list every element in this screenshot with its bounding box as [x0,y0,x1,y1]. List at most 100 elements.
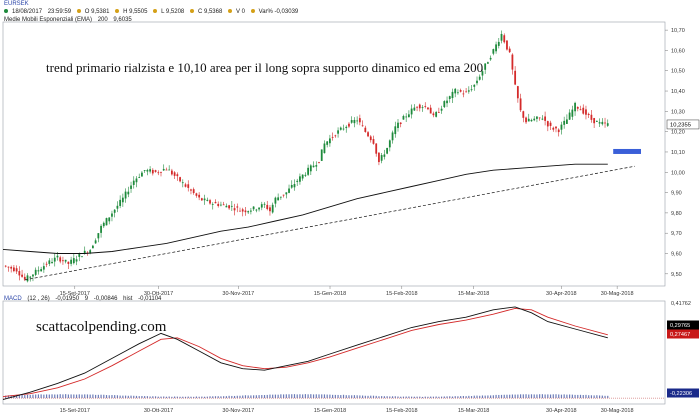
histogram-bar [261,395,263,399]
candle-body [78,253,81,257]
candle-body [56,255,59,258]
candle-body [233,208,236,211]
candle-body [277,197,280,201]
candle-body [26,275,29,282]
histogram-bar [484,395,486,399]
macd-layer: 0,41762 0,29765 0,27467 -0,22306 15-Set-2017… [2,300,699,414]
candle-body [552,127,555,130]
histogram-bar [89,394,91,399]
candle-body [565,119,568,124]
candle-body [12,267,15,272]
candle-body [402,116,405,120]
histogram-bar [391,396,394,399]
histogram-bar [67,394,69,399]
macd-signal-value-label: 0,27467 [670,332,690,338]
macd-max-label: 0,41762 [671,301,691,307]
histogram-bar [498,394,500,399]
candle-body [587,113,590,116]
histogram-bar [492,395,494,399]
histogram-bar [332,394,334,399]
candle-body [72,258,75,264]
price-grid [2,21,666,287]
histogram-bar [141,395,143,399]
histogram-bar [536,394,538,399]
candle-body [192,189,195,194]
histogram-bar [329,394,331,399]
candle-body [358,118,361,123]
candle-body [258,207,260,210]
y-tick-label: 9,90 [671,191,682,197]
histogram-bar [408,396,410,399]
histogram-bar [105,395,108,399]
candle-body [266,204,269,210]
histogram-bar [596,395,598,399]
histogram-bar [574,394,576,399]
candle-body [53,257,56,262]
candle-body [64,259,67,262]
candle-body [399,122,402,125]
histogram-bar [193,396,195,399]
histogram-bar [124,395,127,399]
histogram-bar [231,395,233,399]
candle-body [211,203,214,205]
histogram-bar [174,396,176,399]
histogram-bar [165,396,168,399]
histogram-bar [48,394,50,399]
histogram-bar [419,396,421,399]
histogram-bar [144,396,146,399]
support-zone-bar [613,148,641,154]
macd-hist-value-badge [667,388,699,398]
candle-body [48,260,51,264]
histogram-bar [114,395,116,399]
candle-body [116,205,119,209]
candle-body [162,168,165,171]
candle-body [220,204,222,206]
candle-body [522,111,525,118]
histogram-bar [253,395,255,399]
histogram-bar [24,395,26,399]
candle-body [527,118,530,122]
candle-body [271,204,274,213]
candle-body [375,143,378,154]
candle-body [530,119,533,122]
y-tick-label: 9,70 [671,231,682,237]
candle-body [536,116,538,119]
candle-body [198,194,201,198]
candle-body [51,261,53,264]
candle-body [511,54,514,70]
price-axis: 10,70 10,60 10,50 10,40 10,30 10,20 10,10 10,00… [60,28,700,297]
histogram-bar [451,396,454,399]
histogram-bar [563,394,565,399]
histogram-bar [182,396,184,399]
histogram-bar [607,395,609,399]
candle-body [506,40,508,50]
candle-body [10,266,13,269]
histogram-bar [73,394,75,399]
candle-body [108,217,111,222]
candle-body [337,130,339,134]
histogram-bar [70,394,72,399]
histogram-bar [457,396,459,399]
candle-body [244,210,247,213]
candle-body [574,102,576,112]
histogram-bar [244,395,247,399]
histogram-bar [274,394,277,399]
histogram-bar [416,396,418,399]
histogram-bar [462,395,464,399]
candle-body [489,57,492,60]
candle-body [113,209,116,213]
candle-body [304,174,307,176]
x-tick-label: 15-Feb-2018 [386,291,418,297]
x-tick-label: 15-Set-2017 [60,291,90,297]
histogram-bar [361,395,364,399]
histogram-bar [225,396,227,399]
macd-readout: MACD (12 , 26) -0,01950 9 -0,00846 hist … [4,296,162,302]
candle-body [34,269,37,275]
candle-body [288,188,290,193]
candle-body [435,111,438,117]
macd-x-tick-label: 30-Nov-2017 [222,408,254,414]
candle-body [555,126,557,129]
histogram-bar [506,394,508,399]
candle-body [130,185,132,189]
candle-body [168,169,171,171]
